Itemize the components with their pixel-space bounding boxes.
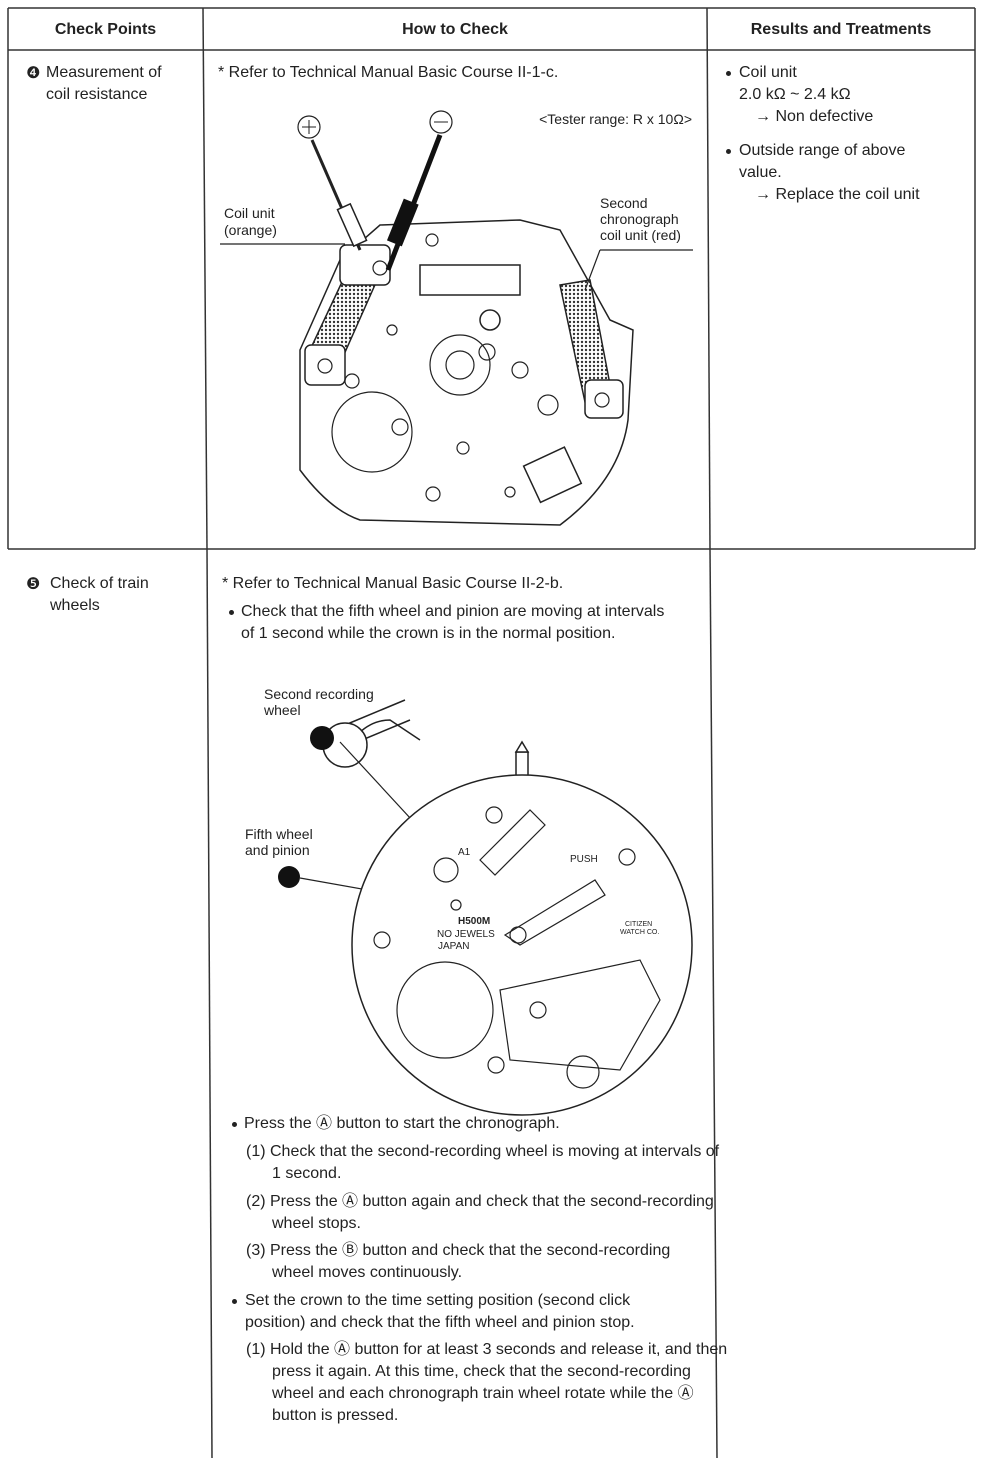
result-treatment: → Non defective [755, 108, 874, 125]
row-number: ❹ [26, 63, 41, 82]
figure-mark: A1 [458, 847, 471, 858]
bullet [229, 610, 234, 615]
bullet [232, 1299, 237, 1304]
figure-label: and pinion [245, 842, 310, 858]
figure-mark: CITIZEN [625, 921, 652, 928]
figure-mark: H500M [458, 916, 490, 927]
step: (3) Press the Ⓑ button and check that th… [246, 1242, 671, 1281]
bullet [232, 1122, 237, 1127]
figure-mark: WATCH CO. [620, 929, 659, 936]
figure-label: chronograph [600, 211, 679, 227]
train-figure: A1 PUSH H500M NO JEWELS JAPAN CITIZEN WA… [245, 686, 693, 1116]
step: (1) Check that the second-recording whee… [246, 1143, 720, 1182]
check-point: Check of train wheels [50, 575, 149, 614]
instruction: Set the crown to the time setting positi… [245, 1292, 635, 1331]
figure-label: Fifth wheel [245, 826, 313, 842]
coil-figure: Coil unit (orange) Second chronograph co… [220, 110, 693, 526]
column-header: How to Check [402, 21, 508, 38]
result-value: 2.0 kΩ ~ 2.4 kΩ [739, 86, 851, 103]
step: (2) Press the Ⓐ button again and check t… [246, 1193, 714, 1232]
column-header: Results and Treatments [750, 21, 932, 38]
tester-range: <Tester range: R x 10Ω> [539, 111, 692, 127]
check-point: Measurement of coil resistance [46, 64, 162, 103]
bullet [726, 71, 731, 76]
result-treatment: → Replace the coil unit [755, 186, 920, 203]
instruction: Press the Ⓐ button to start the chronogr… [244, 1115, 560, 1132]
column-header: Check Points [54, 21, 157, 38]
result-text: Outside range of above value. [739, 142, 906, 181]
instruction: Check that the fifth wheel and pinion ar… [241, 603, 665, 642]
note: * Refer to Technical Manual Basic Course… [222, 575, 564, 592]
figure-label: Coil unit [224, 205, 275, 221]
figure-label: (orange) [224, 222, 277, 238]
figure-label: coil unit (red) [600, 227, 681, 243]
result-text: Coil unit [739, 64, 797, 81]
bullet [726, 149, 731, 154]
figure-mark: NO JEWELS [437, 929, 495, 940]
note: * Refer to Technical Manual Basic Course… [218, 64, 559, 81]
figure-mark: JAPAN [438, 941, 470, 952]
figure-label: Second [600, 195, 647, 211]
figure-label: wheel [263, 702, 301, 718]
table-lines [7, 7, 976, 1458]
figure-label: Second recording [264, 686, 374, 702]
figure-mark: PUSH [570, 854, 598, 865]
step: (1) Hold the Ⓐ button for at least 3 sec… [246, 1341, 728, 1424]
row-number: ❺ [26, 574, 41, 593]
